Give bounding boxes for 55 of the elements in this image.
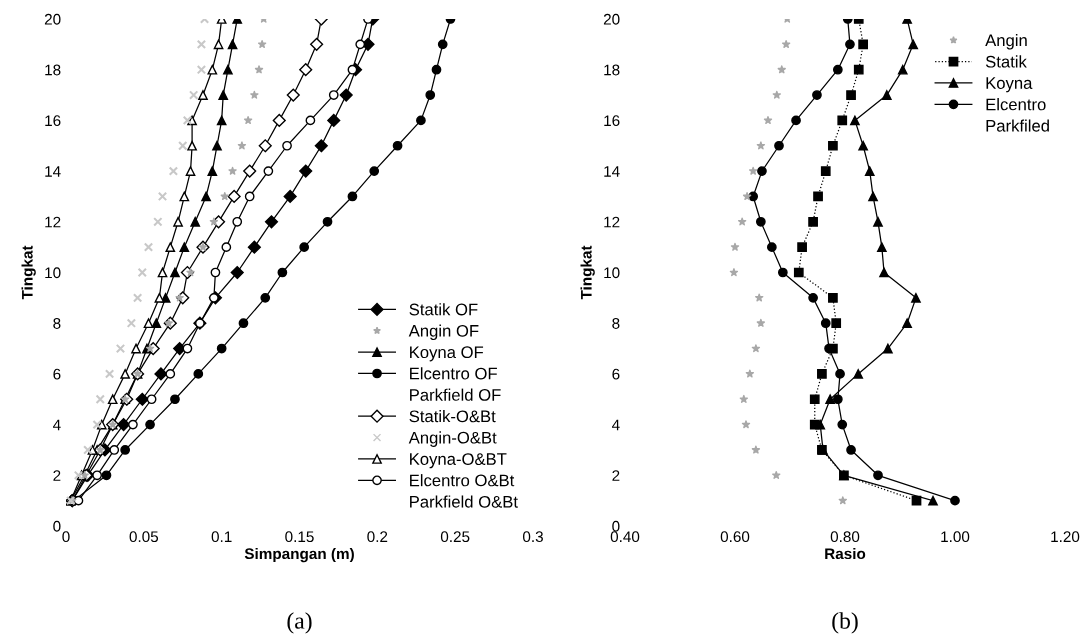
y-tick-label: 8 bbox=[53, 318, 61, 329]
x-tick-label: 0.05 bbox=[129, 531, 159, 543]
y-tick-label: 18 bbox=[604, 64, 620, 76]
y-tick-label: 12 bbox=[45, 216, 61, 228]
x-tick-label: 0.60 bbox=[720, 531, 750, 543]
y-tick-label: 20 bbox=[44, 13, 61, 25]
y-tick-label: 14 bbox=[45, 166, 61, 177]
y-tick-label: 4 bbox=[611, 419, 620, 431]
y-tick-label: 8 bbox=[612, 318, 620, 329]
x-tick-label: 0 bbox=[62, 531, 70, 543]
y-tick-label: 6 bbox=[53, 368, 61, 380]
y-tick-label: 20 bbox=[603, 13, 620, 25]
y-tick-label: 10 bbox=[45, 267, 61, 279]
x-tick-label: 1.00 bbox=[941, 531, 970, 543]
legend-label: Elcentro bbox=[986, 98, 1046, 111]
legend-label: Statik OF bbox=[409, 303, 478, 316]
y-tick-label: 2 bbox=[53, 470, 61, 481]
y-tick-label: 16 bbox=[45, 115, 61, 127]
legend-label: Angin bbox=[985, 34, 1027, 50]
y-tick-label: 12 bbox=[604, 216, 620, 228]
legend-label: Statik bbox=[985, 55, 1027, 68]
x-tick-label: 0.3 bbox=[522, 531, 543, 543]
y-tick-label: 14 bbox=[604, 166, 620, 177]
text: Parkfield O&Bt bbox=[410, 495, 518, 508]
x-tick-label: 0.25 bbox=[440, 531, 470, 543]
text: (a) bbox=[287, 612, 312, 634]
x-tick-label: 0.15 bbox=[285, 531, 314, 543]
legend-label: Koyna OF bbox=[410, 346, 484, 362]
y-tick-label: 0 bbox=[612, 520, 620, 532]
text: Parkfield OF bbox=[410, 388, 501, 401]
y-tick-label: 10 bbox=[604, 267, 620, 279]
legend-label: Koyna bbox=[986, 77, 1033, 93]
y-tick-label: 6 bbox=[612, 368, 620, 380]
y-axis-title: Tingkat bbox=[580, 245, 595, 300]
x-axis-title: Simpangan (m) bbox=[244, 547, 354, 563]
x-tick-label: 0.2 bbox=[367, 531, 388, 543]
y-axis-title: Tingkat bbox=[21, 245, 36, 300]
legend-label: Statik-O&Bt bbox=[409, 409, 496, 423]
x-tick-label: 0.40 bbox=[610, 531, 640, 543]
legend-label: Angin-O&Bt bbox=[408, 431, 497, 447]
y-tick-label: 4 bbox=[52, 419, 61, 431]
y-tick-label: 0 bbox=[53, 520, 61, 532]
y-tick-label: 2 bbox=[612, 470, 620, 481]
text: (b) bbox=[832, 612, 858, 634]
text: Parkfiled bbox=[986, 119, 1049, 132]
legend-label: Angin OF bbox=[408, 324, 479, 341]
legend-label: Elcentro OF bbox=[410, 367, 497, 380]
y-tick-label: 16 bbox=[604, 115, 620, 127]
legend-label: Koyna-O&BT bbox=[410, 453, 507, 469]
y-tick-label: 18 bbox=[45, 64, 61, 76]
x-axis-title: Rasio bbox=[825, 547, 866, 560]
x-tick-label: 0.1 bbox=[211, 531, 232, 543]
x-tick-label: 1.20 bbox=[1051, 531, 1080, 543]
legend-label: Elcentro O&Bt bbox=[410, 474, 515, 487]
x-tick-label: 0.80 bbox=[830, 531, 860, 543]
